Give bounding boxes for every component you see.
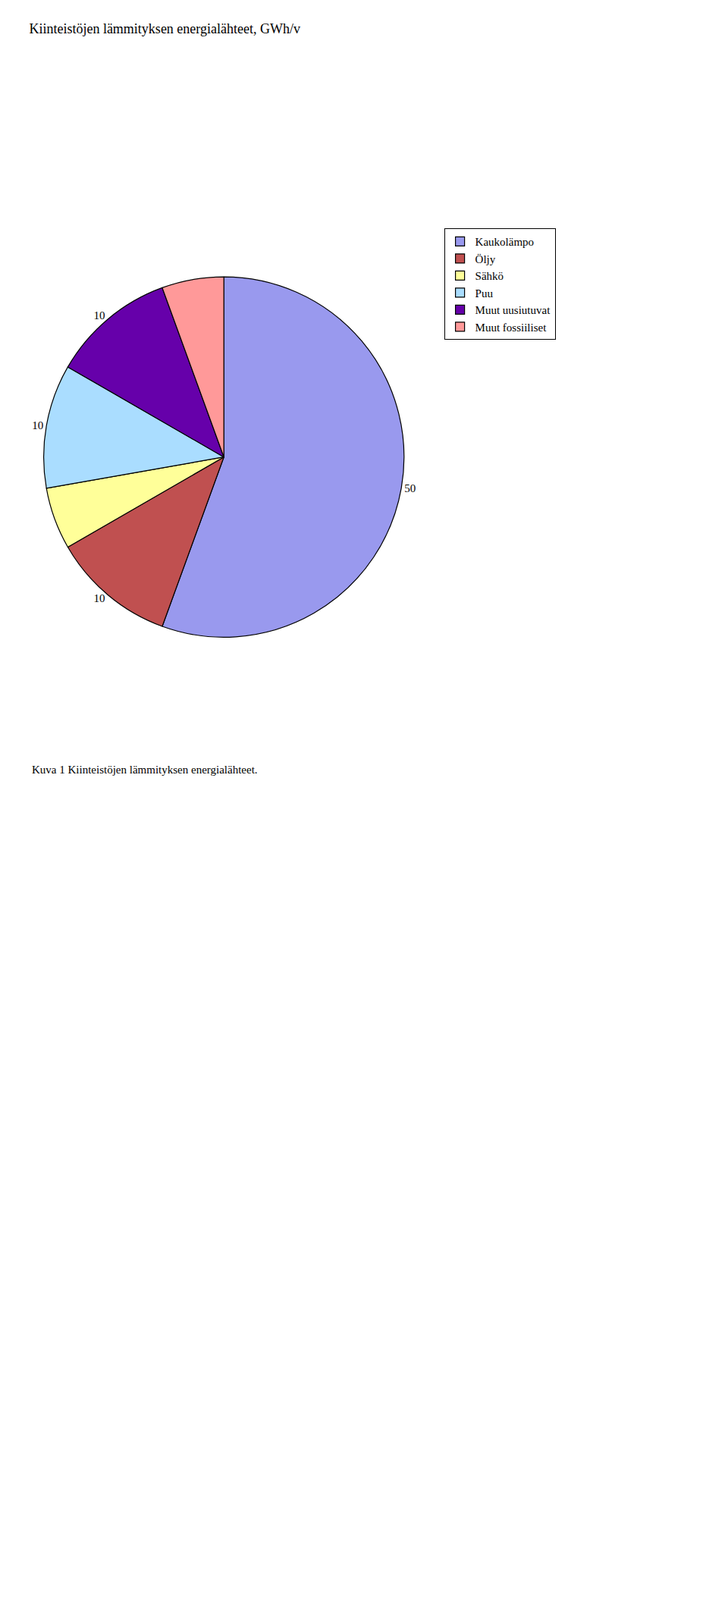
svg-text:Kaukolämpo: Kaukolämpo xyxy=(475,235,534,248)
svg-text:Muut uusiutuvat: Muut uusiutuvat xyxy=(475,304,552,317)
svg-text:10: 10 xyxy=(93,309,105,322)
svg-text:Puu: Puu xyxy=(475,287,494,300)
svg-text:10: 10 xyxy=(31,419,44,432)
svg-text:Öljy: Öljy xyxy=(475,253,496,266)
svg-text:Muut fossiiliset: Muut fossiiliset xyxy=(475,321,548,334)
svg-text:Kiinteistöjen lämmityksen ener: Kiinteistöjen lämmityksen energialähteet… xyxy=(28,21,301,37)
svg-text:Sähkö: Sähkö xyxy=(475,269,505,283)
svg-text:Kuva 1 Kiinteistöjen lämmityks: Kuva 1 Kiinteistöjen lämmityksen energia… xyxy=(31,763,258,776)
svg-text:50: 50 xyxy=(404,482,416,495)
svg-text:10: 10 xyxy=(93,592,105,605)
